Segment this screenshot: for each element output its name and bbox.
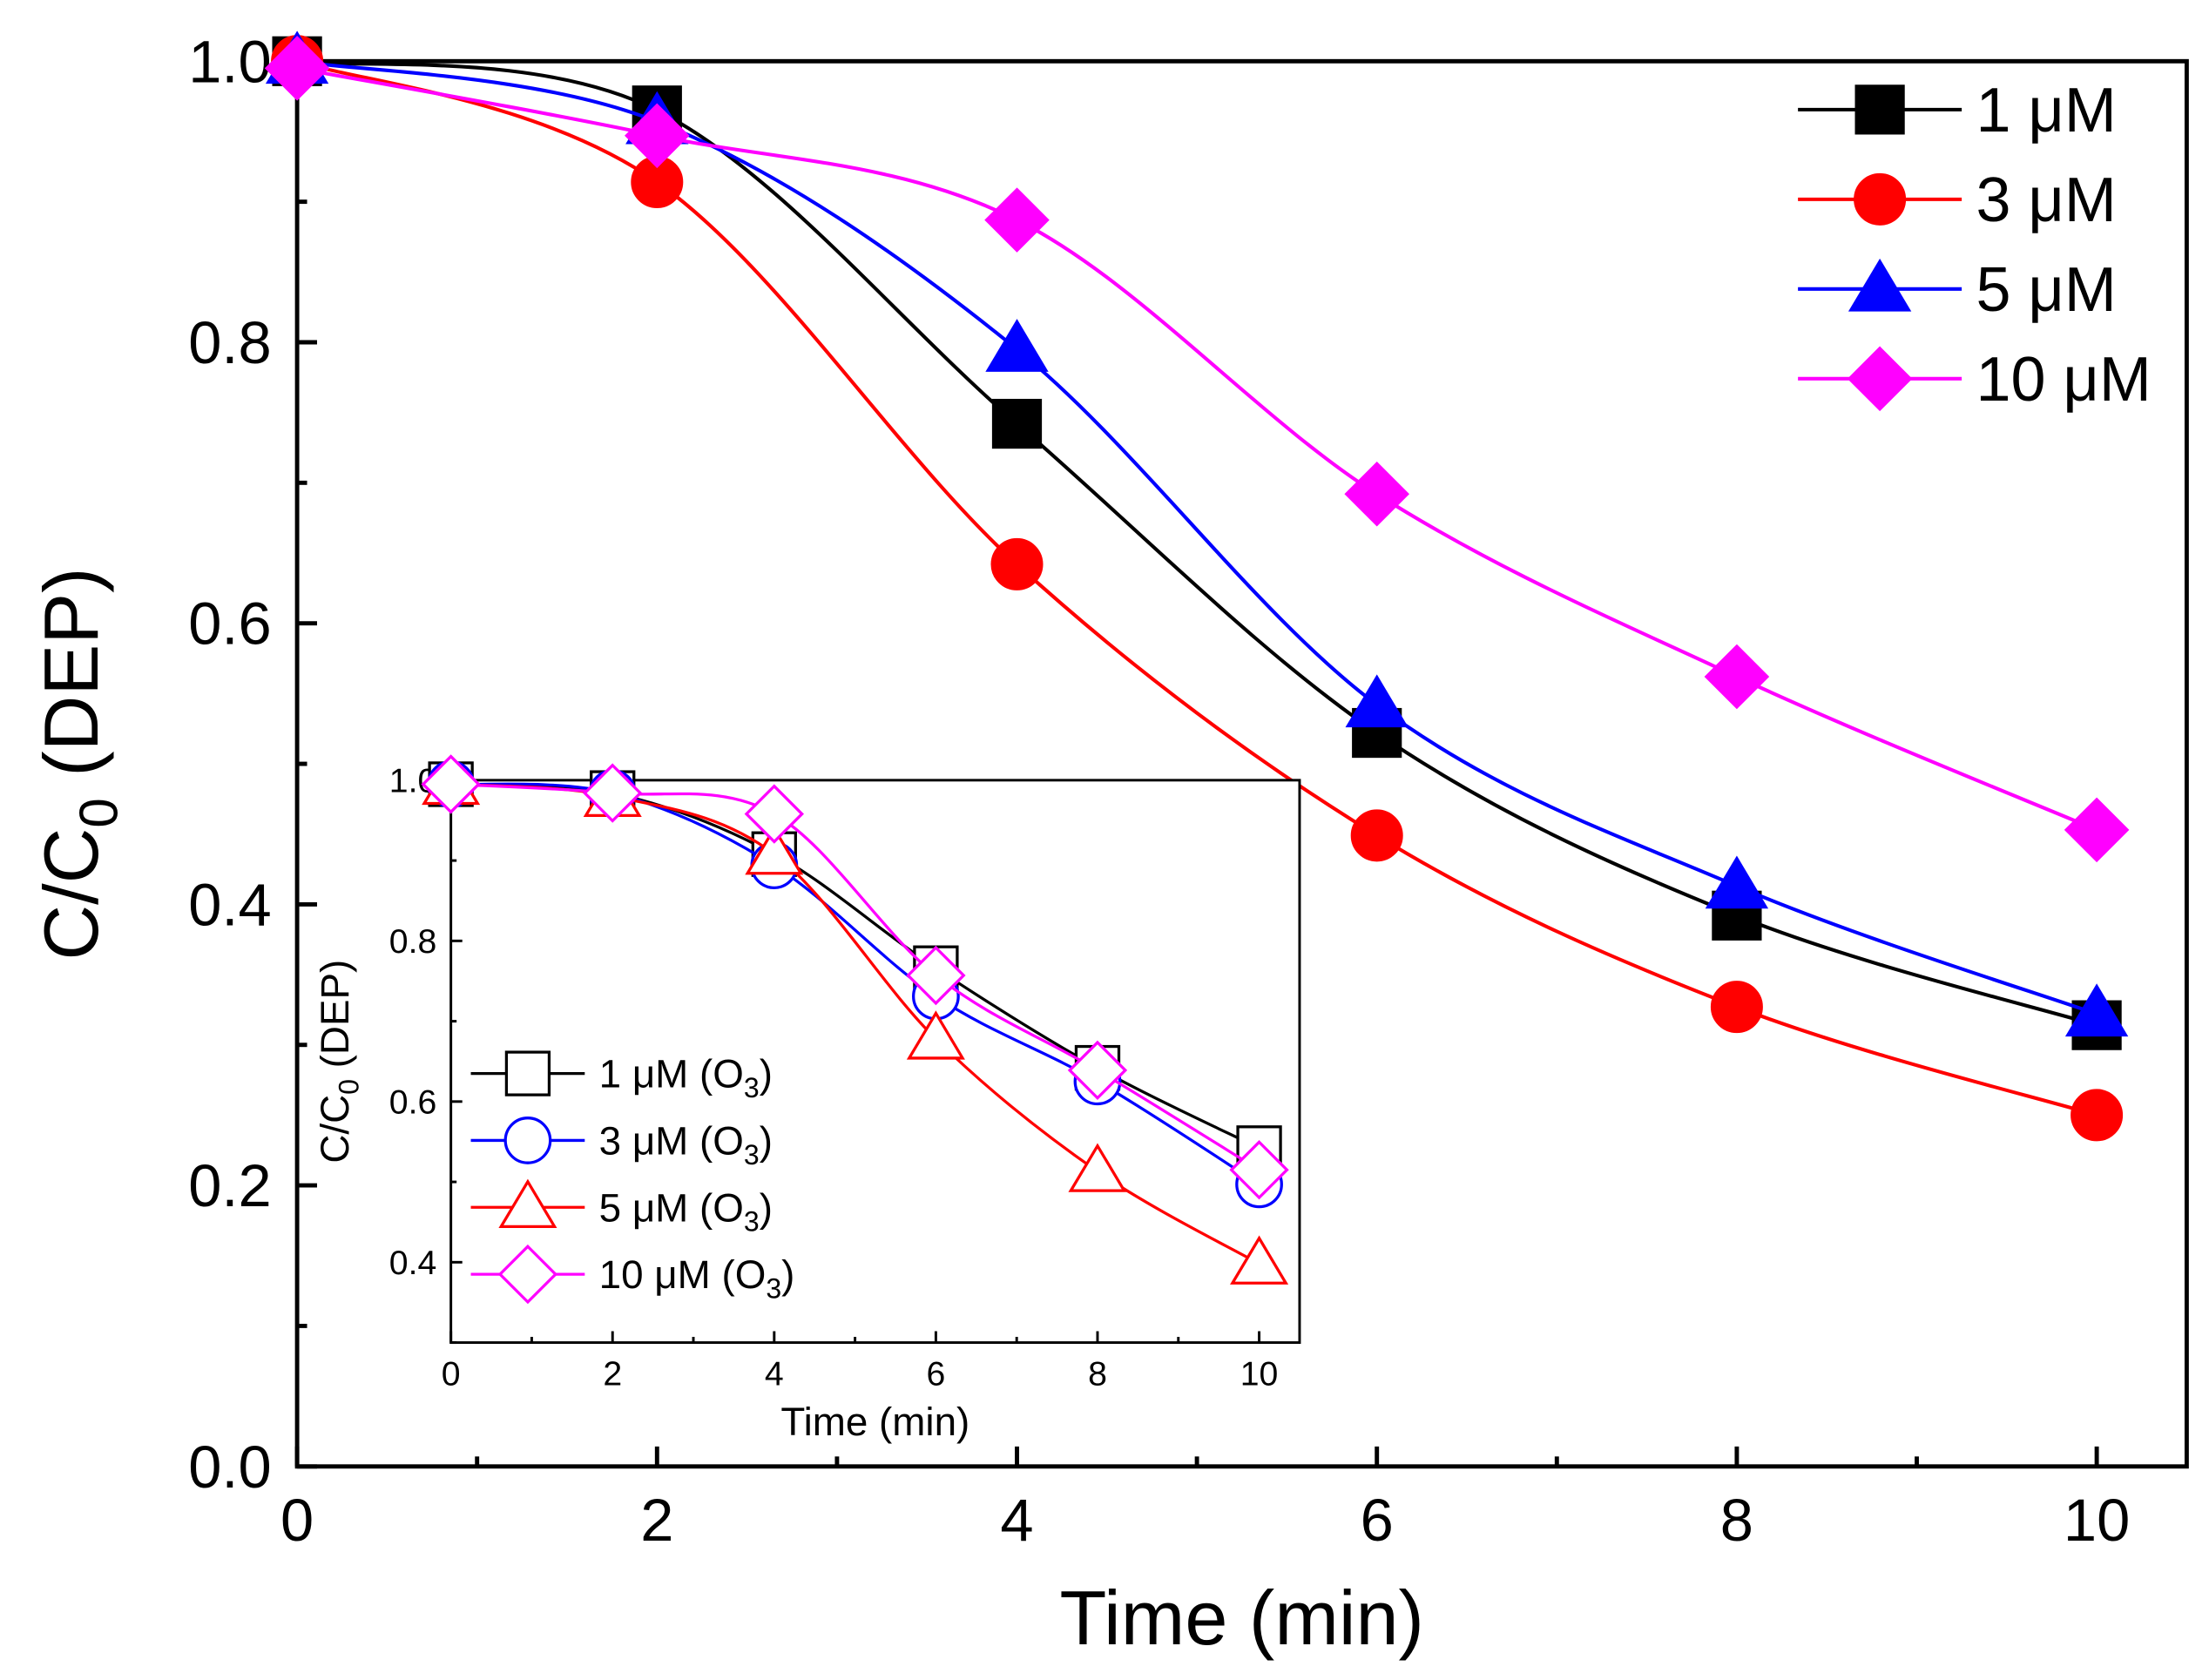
legend-label-text: 3 μM xyxy=(1976,165,2116,235)
y-tick-label: 0.6 xyxy=(188,590,271,658)
x-axis-title: Time (min) xyxy=(780,1400,969,1444)
data-point-3 xyxy=(583,763,643,823)
data-point-3 xyxy=(421,754,481,814)
x-tick-label: 0 xyxy=(280,1487,314,1554)
legend-label-text: 10 μM xyxy=(1976,345,2151,415)
y-axis-title-main: C/C xyxy=(313,1095,357,1164)
legend-marker-1 xyxy=(1854,172,1907,226)
x-tick-label: 10 xyxy=(2064,1487,2130,1554)
legend-label-text: 5 μM (O xyxy=(599,1185,744,1230)
y-axis-title-tail: (DEP) xyxy=(28,567,114,798)
y-tick-label: 0.8 xyxy=(188,309,271,376)
legend-label-text: 1 μM (O xyxy=(599,1052,744,1096)
y-tick-label: 0.4 xyxy=(188,871,271,938)
legend-label-2: 5 μM xyxy=(1976,255,2116,325)
data-point-1 xyxy=(990,537,1044,590)
series-line-2 xyxy=(296,59,2098,1016)
legend-label-text: 10 μM (O xyxy=(599,1252,767,1297)
data-point-3 xyxy=(264,36,330,101)
x-tick-label: 6 xyxy=(926,1355,945,1393)
legend-label-1: 3 μM (O3) xyxy=(599,1118,773,1170)
data-point-3 xyxy=(2064,797,2130,863)
legend-marker-2 xyxy=(1848,258,1912,312)
y-tick-label: 0.2 xyxy=(188,1152,271,1219)
data-point-3 xyxy=(1067,1040,1128,1101)
series-3: 10 μM xyxy=(264,36,2152,863)
legend-label-3: 10 μM (O3) xyxy=(599,1252,795,1304)
x-tick-label: 6 xyxy=(1361,1487,1394,1554)
x-tick-label: 4 xyxy=(765,1355,784,1393)
legend-marker-2 xyxy=(498,1178,557,1228)
legend-label-tail: ) xyxy=(760,1185,773,1230)
x-tick-label: 8 xyxy=(1720,1487,1753,1554)
x-axis-title: Time (min) xyxy=(1060,1575,1424,1661)
legend-label-3: 10 μM xyxy=(1976,345,2151,415)
data-point-0 xyxy=(991,398,1043,449)
data-point-2 xyxy=(1345,674,1408,728)
y-axis-title-main: C/C xyxy=(28,828,114,961)
legend-label-subscript: 3 xyxy=(744,1072,760,1103)
inset-plot-frame xyxy=(449,779,1301,1345)
x-tick-label: 8 xyxy=(1088,1355,1107,1393)
legend-marker-3 xyxy=(497,1244,558,1305)
legend-label-tail: ) xyxy=(781,1252,794,1297)
legend-label-2: 5 μM (O3) xyxy=(599,1185,773,1237)
data-point-3 xyxy=(744,784,805,844)
data-point-2 xyxy=(906,1010,965,1060)
data-point-1 xyxy=(1710,981,1763,1034)
legend-label-subscript: 3 xyxy=(766,1273,781,1305)
data-point-3 xyxy=(625,103,690,169)
data-point-2 xyxy=(985,319,1049,372)
legend-label-0: 1 μM (O3) xyxy=(599,1052,773,1103)
y-tick-label: 1.0 xyxy=(188,28,271,95)
x-tick-label: 2 xyxy=(640,1487,673,1554)
legend-label-tail: ) xyxy=(760,1052,773,1096)
x-tick-label: 10 xyxy=(1240,1355,1279,1393)
y-axis-title-subscript: 0 xyxy=(69,798,129,827)
y-tick-label: 0.6 xyxy=(389,1083,437,1122)
data-point-2 xyxy=(1705,855,1769,909)
data-point-2 xyxy=(2064,983,2129,1037)
series-3: 10 μM (O3) xyxy=(421,754,1289,1305)
legend-label-0: 1 μM xyxy=(1976,76,2116,145)
legend-label-subscript: 3 xyxy=(744,1139,760,1171)
y-tick-label: 0.8 xyxy=(389,922,437,961)
data-point-3 xyxy=(1229,1140,1289,1200)
data-point-2 xyxy=(1230,1235,1289,1285)
legend-marker-0 xyxy=(1854,84,1905,135)
y-axis-title: C/C0 (DEP) xyxy=(313,960,364,1164)
legend-label-subscript: 3 xyxy=(744,1206,760,1238)
data-point-3 xyxy=(1344,461,1409,527)
data-point-3 xyxy=(984,187,1050,253)
data-point-1 xyxy=(1350,809,1403,862)
legend-marker-0 xyxy=(504,1050,551,1096)
y-tick-label: 0.0 xyxy=(188,1434,271,1501)
legend-marker-3 xyxy=(1847,346,1913,412)
x-tick-label: 2 xyxy=(603,1355,622,1393)
y-tick-label: 0.4 xyxy=(389,1244,437,1282)
legend-label-text: 1 μM xyxy=(1976,76,2116,145)
legend-marker-1 xyxy=(503,1117,552,1164)
legend-label-text: 5 μM xyxy=(1976,255,2116,325)
y-axis-title-tail: (DEP) xyxy=(313,960,357,1079)
y-axis-title-subscript: 0 xyxy=(333,1079,364,1095)
data-point-1 xyxy=(2071,1089,2124,1142)
x-tick-label: 0 xyxy=(442,1355,461,1393)
data-point-2 xyxy=(745,826,804,875)
legend-label-1: 3 μM xyxy=(1976,165,2116,235)
series-line-3 xyxy=(296,66,2098,832)
legend-label-text: 3 μM (O xyxy=(599,1118,744,1163)
x-tick-label: 4 xyxy=(1000,1487,1033,1554)
series-line-1 xyxy=(296,59,2098,1117)
series-2: 5 μM (O3) xyxy=(422,755,1289,1285)
legend-label-tail: ) xyxy=(760,1118,773,1163)
series-line-0 xyxy=(296,59,2098,1028)
data-point-3 xyxy=(1704,644,1770,710)
data-point-2 xyxy=(1068,1143,1127,1192)
data-point-3 xyxy=(906,945,966,1006)
y-axis-title: C/C0 (DEP) xyxy=(28,567,129,960)
